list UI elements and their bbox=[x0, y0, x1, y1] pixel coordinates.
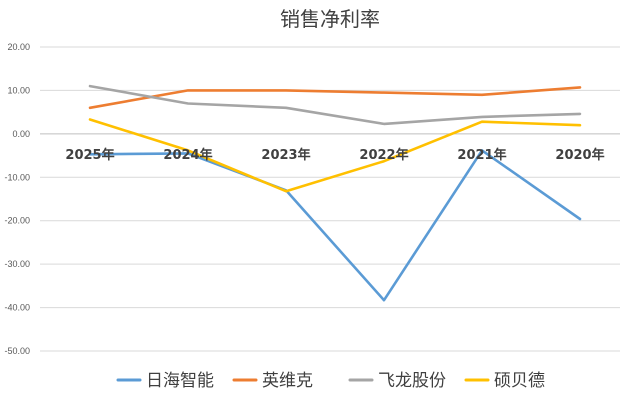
y-tick-label: -50.00 bbox=[4, 346, 30, 356]
x-tick-label: 2021年 bbox=[457, 147, 506, 163]
x-tick-label: 2025年 bbox=[65, 147, 114, 163]
y-axis-ticks: 20.00 10.00 0.00 -10.00 -20.00 -30.00 -40.00 -5… bbox=[4, 42, 30, 356]
legend-label: 飞龙股份 bbox=[378, 371, 446, 391]
series-line bbox=[88, 84, 582, 126]
x-axis-ticks: 2025年 2024年 2023年 2022年 2021年 2020年 bbox=[65, 147, 604, 163]
y-tick-label: 0.00 bbox=[12, 129, 30, 139]
y-tick-label: -20.00 bbox=[4, 216, 30, 226]
chart-title: 销售净利率 bbox=[280, 7, 380, 31]
series-lines bbox=[88, 84, 582, 302]
x-tick-label: 2024年 bbox=[163, 147, 212, 163]
y-tick-label: -40.00 bbox=[4, 303, 30, 313]
legend-label: 硕贝德 bbox=[494, 371, 545, 391]
legend-label: 英维克 bbox=[262, 371, 313, 391]
legend: 日海智能 英维克 飞龙股份 硕贝德 bbox=[116, 371, 545, 391]
y-tick-label: 20.00 bbox=[7, 42, 30, 52]
series-line bbox=[88, 86, 582, 110]
series-line bbox=[88, 149, 582, 302]
y-tick-label: -30.00 bbox=[4, 259, 30, 269]
legend-label: 日海智能 bbox=[146, 371, 214, 391]
series-line bbox=[88, 118, 582, 193]
x-tick-label: 2020年 bbox=[555, 147, 604, 163]
x-tick-label: 2023年 bbox=[261, 147, 310, 163]
y-tick-label: -10.00 bbox=[4, 172, 30, 182]
y-tick-label: 10.00 bbox=[7, 85, 30, 95]
x-tick-label: 2022年 bbox=[359, 147, 408, 163]
